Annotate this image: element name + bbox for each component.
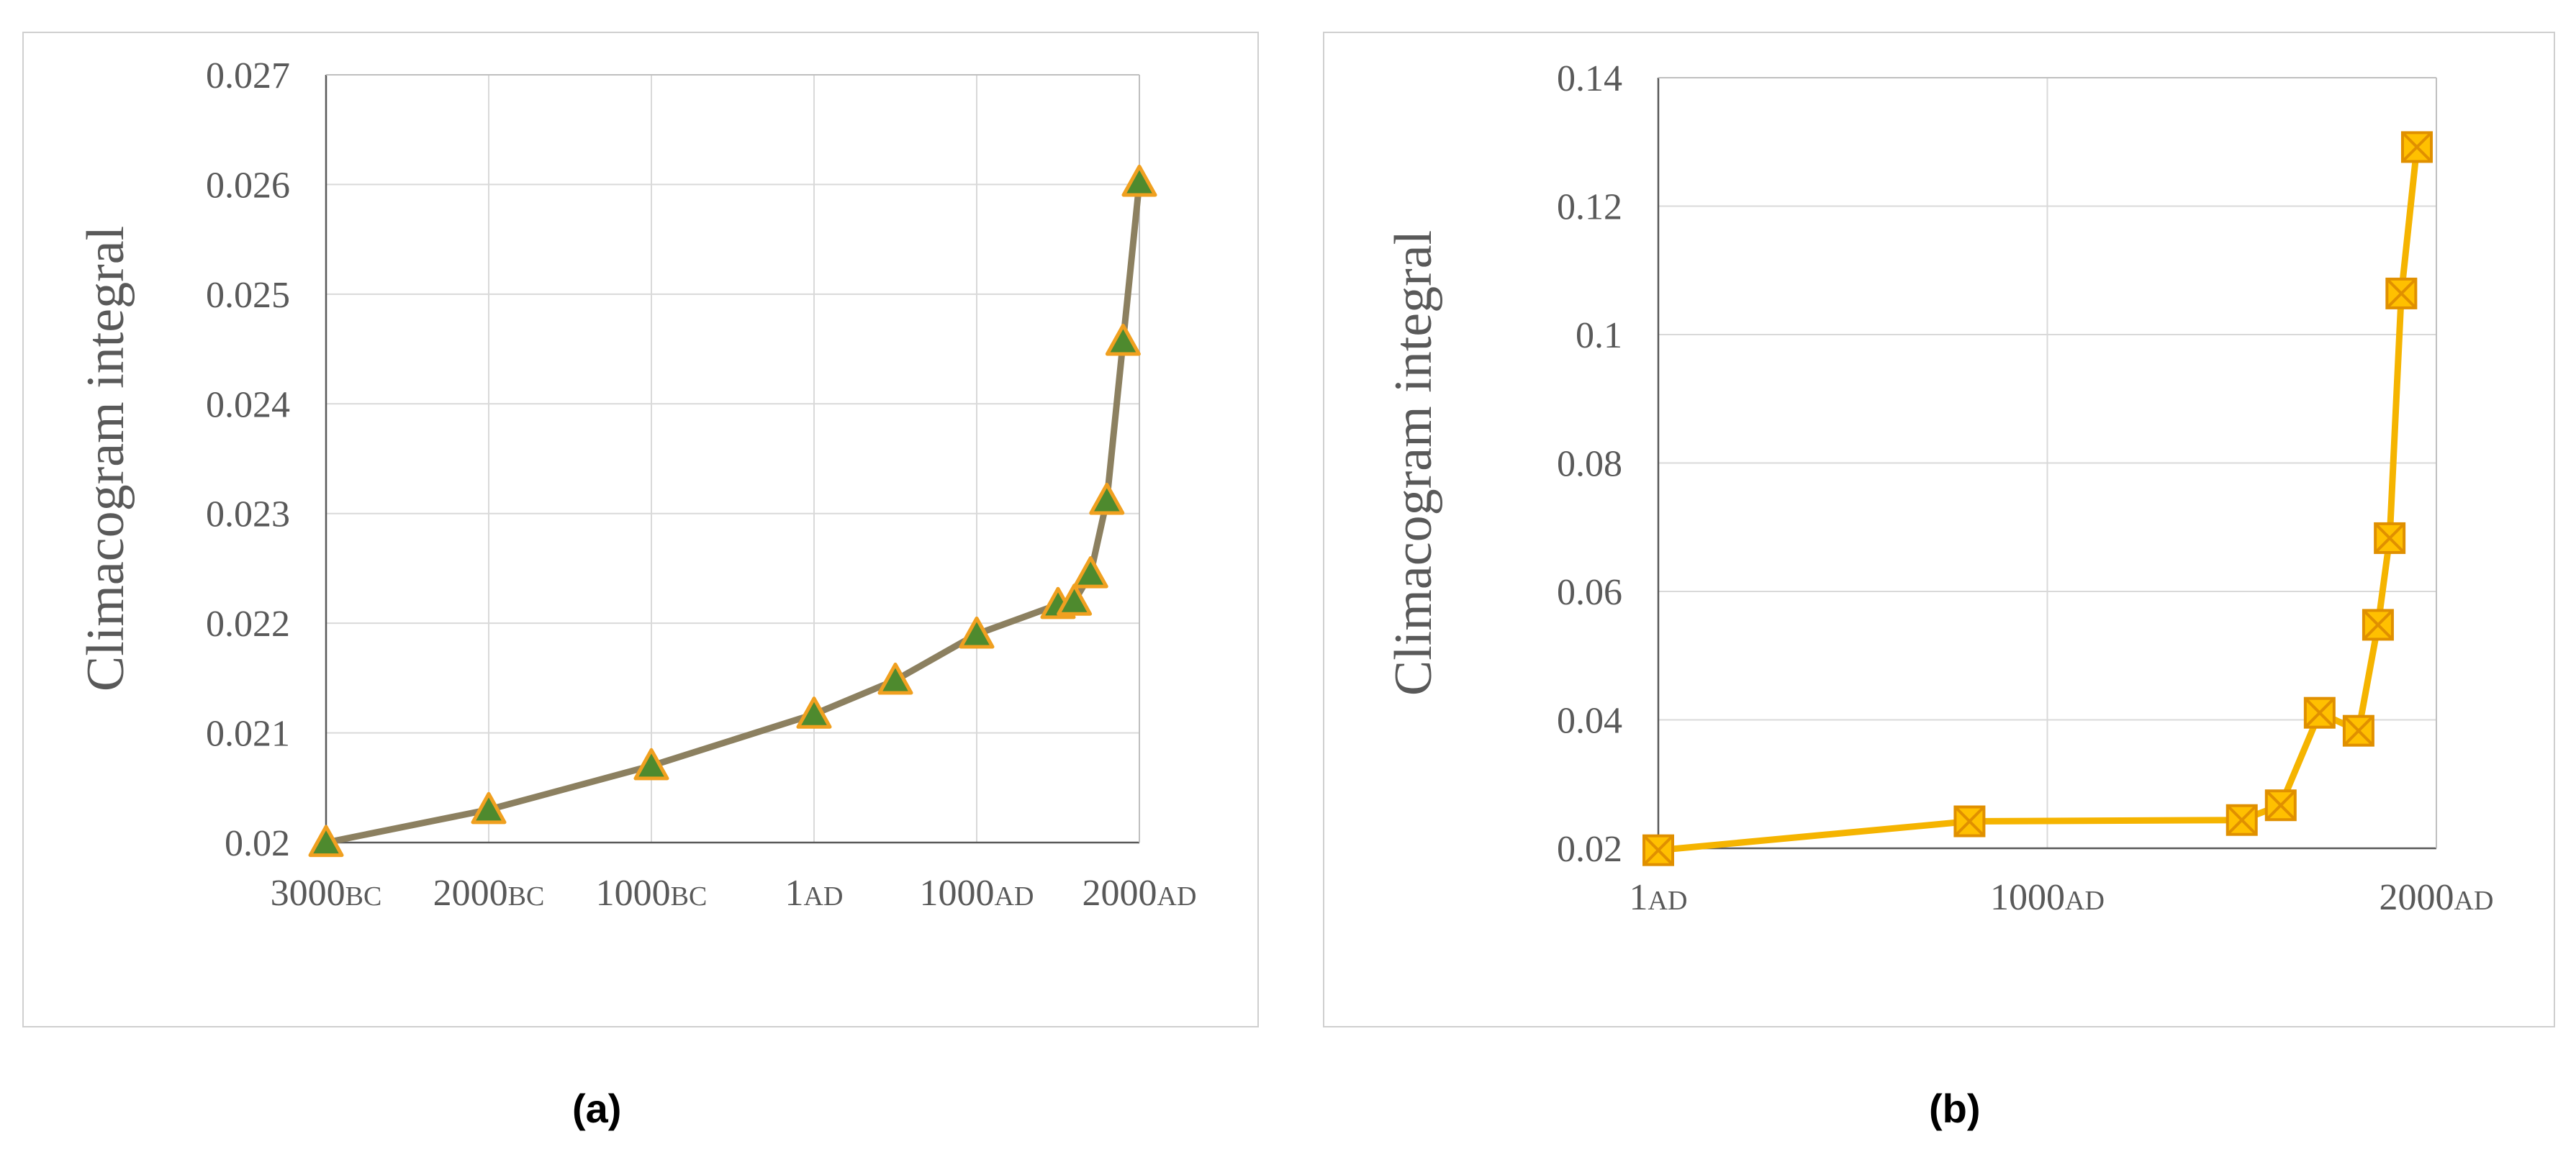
marker-cross <box>2304 697 2336 729</box>
data-point <box>2400 131 2433 163</box>
marker-cross <box>2226 804 2258 836</box>
chart-panel-a: 0.02 0.021 0.022 0.023 0.024 0.025 0.026 0.027 3… <box>22 32 1259 1027</box>
data-point <box>1072 556 1108 589</box>
marker-cross <box>2385 278 2417 309</box>
x-tick-label: 1AD <box>1630 877 1688 918</box>
y-axis-label: Climacogram integral <box>76 226 135 691</box>
data-point <box>2362 609 2394 641</box>
x-tick-number: 1000 <box>920 873 995 914</box>
series-line <box>325 181 1143 846</box>
y-tick-label: 0.022 <box>206 604 290 645</box>
data-point <box>1642 834 1674 866</box>
data-point <box>2374 522 2406 554</box>
marker-cross <box>2374 522 2405 554</box>
y-tick-label: 0.12 <box>1557 187 1622 228</box>
data-point <box>959 616 995 649</box>
x-tick-label: 1AD <box>785 873 844 914</box>
data-point <box>796 696 832 729</box>
y-tick-label: 0.021 <box>206 714 290 755</box>
x-tick-era: AD <box>995 881 1034 912</box>
x-tick-era: AD <box>2065 886 2105 916</box>
x-tick-era: BC <box>345 881 382 912</box>
y-tick-label: 0.14 <box>1557 58 1622 99</box>
data-point <box>2264 789 2297 822</box>
y-tick-label: 0.02 <box>1557 829 1622 870</box>
gridlines <box>1658 77 2437 849</box>
marker-cross <box>1953 806 1985 837</box>
data-point <box>308 825 344 858</box>
gridlines <box>325 74 1140 843</box>
x-tick-number: 3000 <box>271 873 345 914</box>
data-point <box>1105 323 1141 356</box>
x-tick-number: 2000 <box>2380 877 2454 918</box>
x-tick-era: AD <box>1648 886 1688 916</box>
chart-panel-b: 0.02 0.04 0.06 0.08 0.1 0.12 0.14 1AD 1000AD 2000… <box>1323 32 2555 1027</box>
x-tick-label: 1000AD <box>1990 877 2105 918</box>
data-point <box>2303 696 2336 729</box>
y-tick-label: 0.1 <box>1576 315 1622 356</box>
y-tick-label: 0.026 <box>206 165 290 206</box>
x-tick-number: 1000 <box>596 873 671 914</box>
series-line <box>1658 146 2421 854</box>
x-tick-number: 2000 <box>433 873 508 914</box>
y-tick-label: 0.02 <box>225 823 290 864</box>
x-tick-label: 3000BC <box>271 873 382 914</box>
x-tick-number: 1 <box>1630 877 1648 918</box>
data-point <box>471 791 507 825</box>
marker-cross <box>2343 715 2374 747</box>
x-tick-number: 2000 <box>1083 873 1157 914</box>
y-tick-label: 0.023 <box>206 494 290 535</box>
caption-a: (a) <box>572 1086 622 1131</box>
y-tick-label: 0.06 <box>1557 572 1622 613</box>
data-point <box>1057 584 1093 616</box>
data-point <box>2225 804 2258 836</box>
x-tick-number: 1 <box>785 873 804 914</box>
y-axis-label: Climacogram integral <box>1384 230 1443 696</box>
y-tick-label: 0.025 <box>206 275 290 316</box>
data-point <box>1121 164 1157 197</box>
chart-a-svg: 0.02 0.021 0.022 0.023 0.024 0.025 0.026 0.027 3… <box>76 55 1197 914</box>
data-point <box>877 662 913 695</box>
x-tick-label: 2000AD <box>1083 873 1197 914</box>
marker-cross <box>2401 131 2433 163</box>
x-tick-era: BC <box>671 881 708 912</box>
x-tick-label: 2000AD <box>2380 877 2494 918</box>
x-tick-era: AD <box>1157 881 1197 912</box>
x-tick-label: 1000BC <box>596 873 708 914</box>
data-point <box>1089 482 1125 515</box>
x-tick-era: AD <box>804 881 844 912</box>
marker-cross <box>2265 789 2297 821</box>
data-point <box>633 748 669 781</box>
data-point <box>2385 277 2418 309</box>
x-tick-label: 1000AD <box>920 873 1034 914</box>
marker-cross <box>1642 835 1674 866</box>
x-tick-number: 1000 <box>1990 877 2065 918</box>
caption-b: (b) <box>1929 1086 1981 1131</box>
y-tick-label: 0.027 <box>206 55 290 96</box>
x-tick-label: 2000BC <box>433 873 545 914</box>
x-tick-era: BC <box>508 881 545 912</box>
y-tick-label: 0.024 <box>206 384 290 425</box>
y-tick-label: 0.08 <box>1557 444 1622 485</box>
data-point <box>1953 805 1986 838</box>
data-point <box>2342 714 2374 747</box>
y-tick-label: 0.04 <box>1557 701 1622 742</box>
x-tick-era: AD <box>2454 886 2494 916</box>
marker-cross <box>2362 609 2394 640</box>
